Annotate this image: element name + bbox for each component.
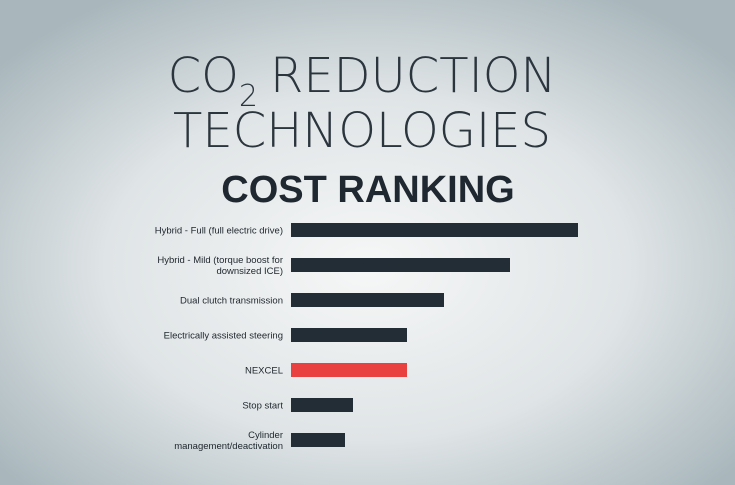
plot-area: Hybrid - Full (full electric drive) Hybri… — [155, 223, 578, 452]
title-subscript: 2 — [239, 79, 258, 114]
chart-subtitle: COST RANKING — [221, 169, 514, 211]
chart-title: CO2 REDUCTION — [168, 48, 557, 114]
category-label: Stop start — [242, 401, 283, 412]
category-label-line: Stop start — [242, 401, 283, 412]
category-label-line: Hybrid - Full (full electric drive) — [155, 226, 283, 237]
category-label: NEXCEL — [245, 366, 283, 377]
category-label-line: downsized ICE) — [216, 266, 283, 277]
category-label: Hybrid - Full (full electric drive) — [155, 226, 283, 237]
bar — [291, 433, 345, 447]
bar — [291, 258, 510, 272]
category-label-line: Electrically assisted steering — [164, 331, 283, 342]
category-label: Cylinder management/deactivation — [174, 430, 283, 452]
category-label-line: Dual clutch transmission — [180, 296, 283, 307]
bar — [291, 223, 578, 237]
bar — [291, 328, 407, 342]
bar — [291, 293, 444, 307]
category-label: Dual clutch transmission — [180, 296, 283, 307]
category-label-line: NEXCEL — [245, 366, 283, 377]
title-rest: REDUCTION — [270, 48, 556, 104]
category-label-line: Hybrid - Mild (torque boost for — [157, 255, 283, 266]
bar — [291, 363, 407, 377]
category-label-line: management/deactivation — [174, 441, 283, 452]
bar — [291, 398, 353, 412]
category-label: Hybrid - Mild (torque boost for downsized… — [157, 255, 283, 277]
chart-title-line2: TECHNOLOGIES — [173, 103, 551, 159]
category-label-line: Cylinder — [248, 430, 283, 441]
category-label: Electrically assisted steering — [164, 331, 283, 342]
title-prefix: CO — [168, 48, 239, 104]
